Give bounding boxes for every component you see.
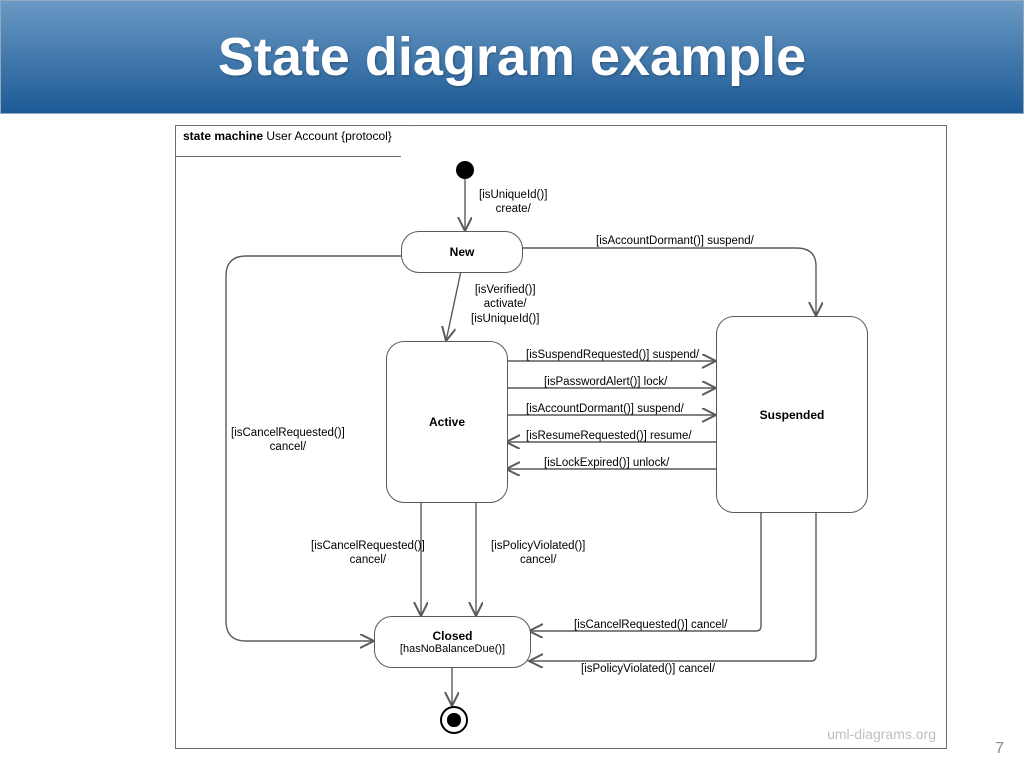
edge-e_new_suspended (521, 248, 816, 316)
transition-label: [isCancelRequested()]cancel/ (311, 539, 425, 568)
final-state (440, 706, 468, 734)
transition-label: [isPasswordAlert()] lock/ (544, 375, 667, 389)
title-bar: State diagram example (0, 0, 1024, 114)
state-suspended: Suspended (716, 316, 868, 513)
frame-label-prefix: state machine (183, 129, 263, 143)
state-label: Active (429, 415, 465, 429)
diagram-watermark: uml-diagrams.org (827, 726, 936, 742)
state-active: Active (386, 341, 508, 503)
edge-e_susp_closed_1 (529, 511, 761, 631)
transition-label: [isPolicyViolated()]cancel/ (491, 539, 585, 568)
edge-e_new_active (446, 271, 461, 341)
state-label: Closed (432, 629, 472, 643)
edge-e_susp_closed_2 (529, 511, 816, 661)
state-sublabel: [hasNoBalanceDue()] (400, 643, 505, 655)
transition-label: [isCancelRequested()] cancel/ (574, 618, 727, 632)
state-label: Suspended (760, 408, 825, 422)
frame-label-name: User Account {protocol} (266, 129, 391, 143)
state-label: New (450, 245, 475, 259)
frame-label: state machine User Account {protocol} (175, 125, 413, 157)
transition-label: [isAccountDormant()] suspend/ (596, 234, 754, 248)
transition-label: [isUniqueId()]create/ (479, 188, 547, 217)
transition-label: [isCancelRequested()]cancel/ (231, 426, 345, 455)
slide: State diagram example User account manag… (0, 0, 1024, 768)
transition-label: [isPolicyViolated()] cancel/ (581, 662, 715, 676)
transition-label: [isLockExpired()] unlock/ (544, 456, 669, 470)
state-closed: Closed[hasNoBalanceDue()] (374, 616, 531, 668)
initial-state (456, 161, 474, 179)
transition-label: [isSuspendRequested()] suspend/ (526, 348, 699, 362)
transition-label: [isResumeRequested()] resume/ (526, 429, 692, 443)
transition-label: [isAccountDormant()] suspend/ (526, 402, 684, 416)
diagram-frame: state machine User Account {protocol} Ne… (175, 125, 947, 749)
state-new: New (401, 231, 523, 273)
slide-title: State diagram example (218, 26, 806, 88)
page-number: 7 (995, 740, 1004, 758)
transition-label: [isVerified()]activate/[isUniqueId()] (471, 283, 539, 326)
